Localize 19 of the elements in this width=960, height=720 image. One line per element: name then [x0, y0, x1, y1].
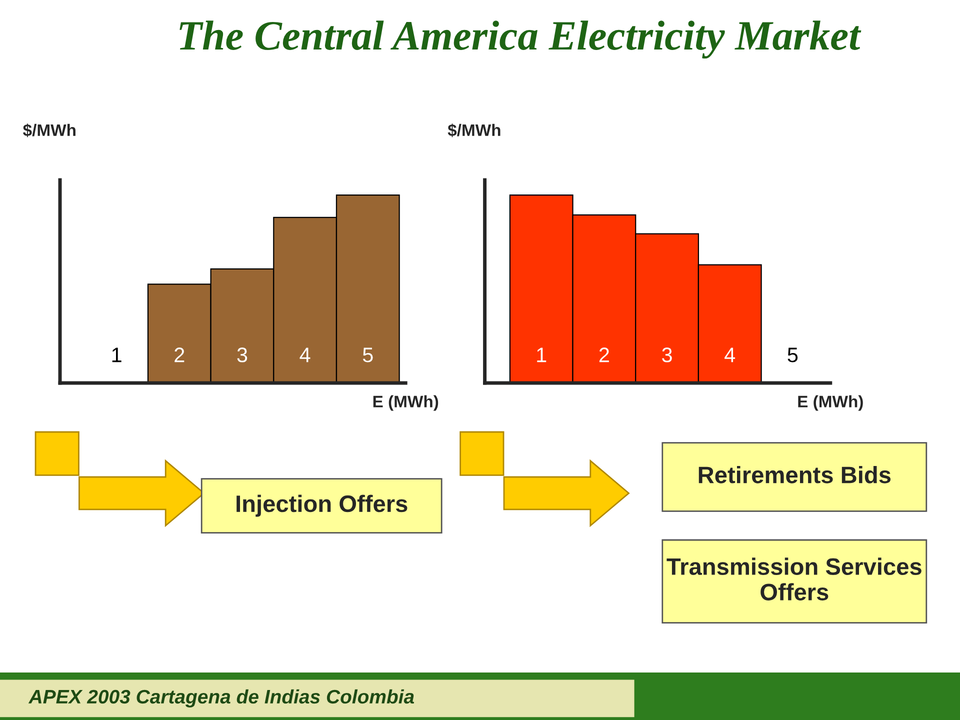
- x-tick-label: 2: [174, 348, 184, 362]
- x-tick-label: 5: [788, 348, 798, 362]
- text: APEX 2003 Cartagena de Indias Colombia: [28, 689, 414, 708]
- x-tick-label: 4: [724, 348, 736, 362]
- text: Injection Offers: [236, 494, 408, 517]
- x-tick-label: 2: [599, 348, 609, 362]
- x-tick-label: 3: [662, 348, 672, 362]
- x-tick-label: 1: [112, 348, 122, 362]
- x-tick-label: 1: [537, 348, 546, 362]
- x-axis-title: E (MWh): [373, 395, 438, 411]
- text: The Central America Electricity Market: [180, 20, 862, 59]
- x-axis-title: E (MWh): [798, 395, 863, 411]
- x-tick-label: 5: [362, 348, 373, 362]
- y-axis-title: $/MWh: [23, 124, 76, 138]
- y-axis-title: $/MWh: [448, 124, 500, 138]
- text: Transmission Services Offers: [666, 558, 922, 600]
- x-tick-label: 4: [300, 348, 310, 362]
- text: Retirements Bids: [698, 466, 891, 484]
- x-tick-label: 3: [237, 348, 248, 362]
